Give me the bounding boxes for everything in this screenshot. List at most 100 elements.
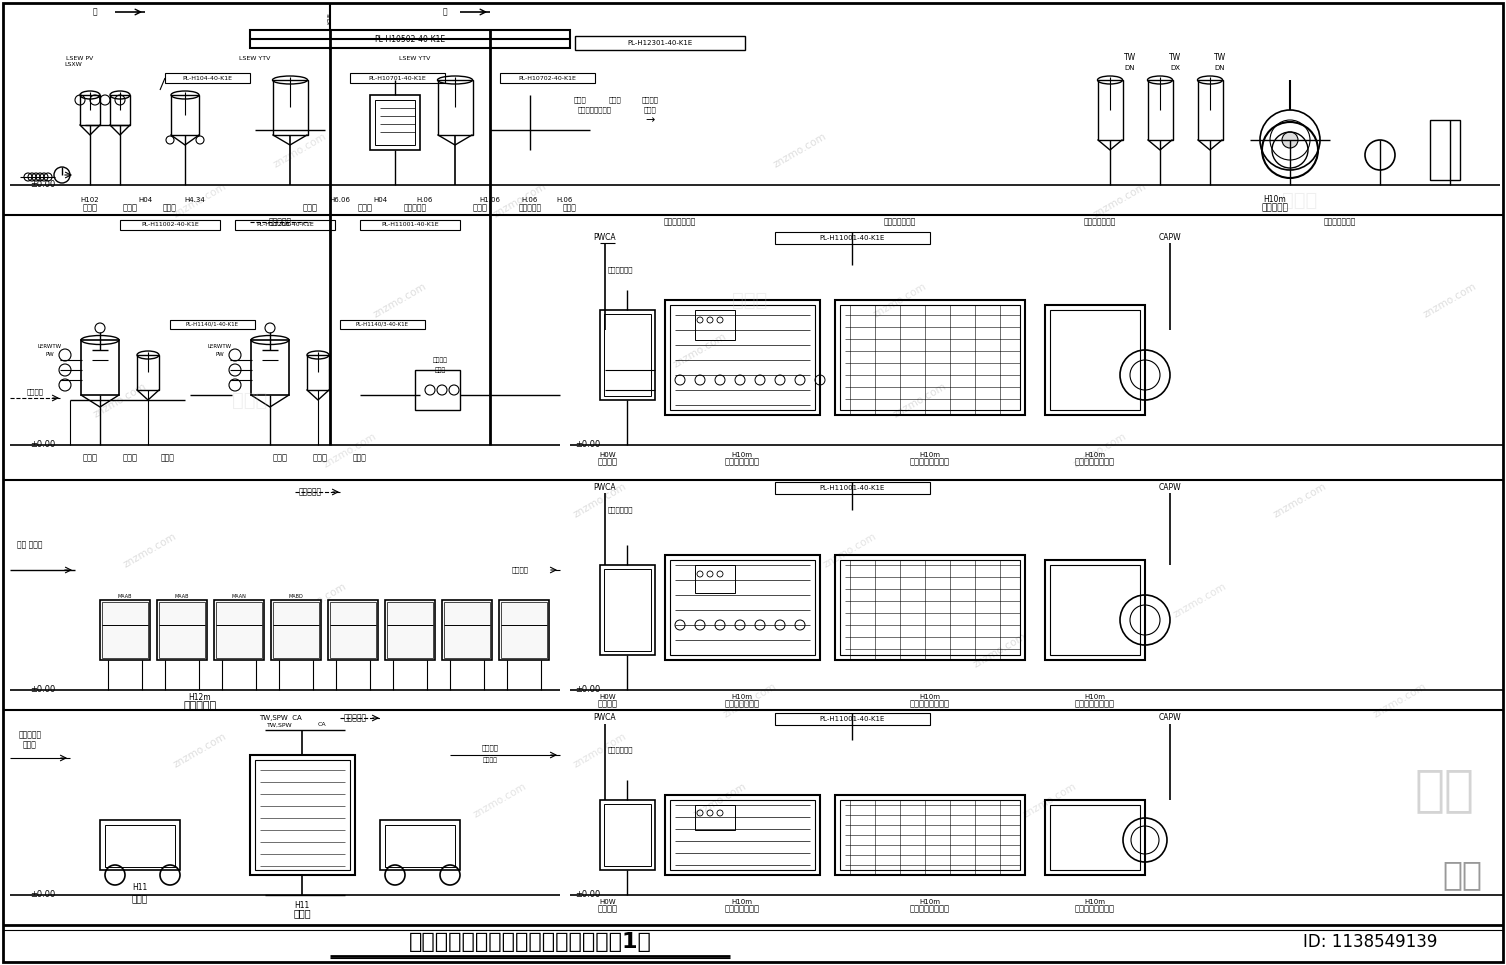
Text: 知末网: 知末网	[232, 391, 268, 409]
Bar	[137, 355, 160, 390]
Text: CA: CA	[318, 723, 327, 728]
Bar	[375, 100, 416, 145]
Text: znzmo.com: znzmo.com	[672, 331, 729, 370]
Text: LSEW PV: LSEW PV	[66, 56, 93, 61]
Text: 灭菌器: 灭菌器	[294, 908, 310, 918]
Text: CAPW: CAPW	[1158, 713, 1181, 723]
Text: H04: H04	[373, 197, 387, 203]
Bar	[386, 600, 435, 660]
Bar	[387, 602, 434, 658]
Text: H11: H11	[294, 900, 310, 909]
Text: 过滤器: 过滤器	[352, 454, 367, 462]
Text: 立式超声波洗瓶机: 立式超声波洗瓶机	[1075, 457, 1114, 466]
Text: 知末: 知末	[1416, 766, 1474, 814]
Text: PL-H10502-40-K1E: PL-H10502-40-K1E	[375, 35, 446, 43]
Bar	[81, 340, 119, 395]
Text: ±0.00: ±0.00	[30, 180, 56, 189]
Text: TW,SPW: TW,SPW	[267, 723, 292, 728]
Bar	[271, 600, 321, 660]
Bar	[1045, 560, 1145, 660]
Text: 制液区一: 制液区一	[512, 566, 529, 573]
Text: PWCA: PWCA	[593, 482, 616, 491]
Text: DN: DN	[1215, 65, 1226, 71]
Bar	[102, 602, 148, 658]
Text: 制液车间一: 制液车间一	[298, 487, 322, 497]
Text: znzmo.com: znzmo.com	[771, 131, 828, 169]
Bar	[99, 600, 151, 660]
Text: 药液制备车间四: 药液制备车间四	[1324, 217, 1357, 227]
Text: 蒸发器？: 蒸发器？	[642, 96, 658, 103]
Text: znzmo.com: znzmo.com	[372, 281, 428, 319]
Text: ID: 1138549139: ID: 1138549139	[1303, 933, 1437, 951]
Text: LERWTW: LERWTW	[38, 345, 62, 349]
Text: H10m: H10m	[1264, 196, 1286, 205]
Text: 部配配液: 部配配液	[432, 357, 447, 363]
Text: H10m: H10m	[732, 452, 753, 458]
Text: MAAB: MAAB	[117, 593, 133, 598]
Text: 药液箱过滤: 药液箱过滤	[518, 204, 542, 212]
Text: TW,SPW  CA: TW,SPW CA	[259, 715, 301, 721]
Bar	[834, 555, 1026, 660]
Text: znzmo.com: znzmo.com	[271, 131, 328, 169]
Bar	[670, 800, 815, 870]
Text: 灭菌器: 灭菌器	[133, 896, 148, 904]
Bar	[694, 805, 735, 830]
Bar	[170, 320, 255, 329]
Text: 药液制备车间二: 药液制备车间二	[884, 217, 916, 227]
Bar	[666, 300, 819, 415]
Text: znzmo.com: znzmo.com	[721, 680, 779, 719]
Text: ±0.00: ±0.00	[575, 890, 601, 899]
Bar	[670, 305, 815, 410]
Text: 冲洗装置: 冲洗装置	[598, 904, 617, 914]
Bar	[776, 713, 931, 725]
Text: znzmo.com: znzmo.com	[1072, 430, 1128, 469]
Text: H10m: H10m	[1084, 452, 1105, 458]
Text: 知末: 知末	[1443, 859, 1482, 892]
Text: 高温灭菌隧道烘箱: 高温灭菌隧道烘箱	[910, 457, 950, 466]
Bar	[328, 600, 378, 660]
Bar	[1148, 80, 1173, 140]
Text: znzmo.com: znzmo.com	[1021, 781, 1078, 819]
Text: PL-H12301-40-K1E: PL-H12301-40-K1E	[628, 40, 693, 46]
Bar	[834, 300, 1026, 415]
Text: PW: PW	[215, 352, 224, 357]
Bar	[438, 80, 473, 135]
Text: H10m: H10m	[1084, 694, 1105, 700]
Text: H102: H102	[81, 197, 99, 203]
Text: 制液区一: 制液区一	[27, 389, 44, 396]
Bar	[172, 95, 199, 135]
Text: H.06: H.06	[557, 197, 574, 203]
Text: H.06: H.06	[417, 197, 434, 203]
Bar	[105, 825, 175, 867]
Bar	[1197, 80, 1223, 140]
Text: PL-H10702-40-K1E: PL-H10702-40-K1E	[518, 75, 577, 80]
Bar	[273, 602, 319, 658]
Text: ±0.00: ±0.00	[30, 440, 56, 449]
Text: 药液制备车间三: 药液制备车间三	[1084, 217, 1116, 227]
Text: 配液罐: 配液罐	[83, 454, 98, 462]
Text: PL-H104-40-K1E: PL-H104-40-K1E	[182, 75, 232, 80]
Bar	[694, 565, 735, 593]
Bar	[1045, 305, 1145, 415]
Bar	[250, 755, 355, 875]
Text: TW: TW	[1123, 53, 1136, 63]
Text: ±0.00: ±0.00	[30, 685, 56, 694]
Text: PWCA: PWCA	[593, 713, 616, 723]
Text: H4.34: H4.34	[185, 197, 205, 203]
Text: znzmo.com: znzmo.com	[1271, 481, 1328, 519]
Bar	[776, 232, 931, 244]
Bar	[166, 73, 250, 83]
Text: ±0.00: ±0.00	[575, 685, 601, 694]
Text: PL-H1140/3-40-K1E: PL-H1140/3-40-K1E	[355, 322, 410, 327]
Text: 浓配罐: 浓配罐	[473, 204, 488, 212]
Text: CAPW: CAPW	[1158, 233, 1181, 241]
Text: PL-H11001-40-K1E: PL-H11001-40-K1E	[819, 485, 886, 491]
Bar	[160, 602, 205, 658]
Text: 过滤压送机: 过滤压送机	[404, 204, 426, 212]
Text: 浓配罐: 浓配罐	[303, 204, 318, 212]
Text: K1E: K1E	[327, 13, 333, 24]
Text: znzmo.com: znzmo.com	[1172, 581, 1229, 620]
Bar	[80, 95, 99, 125]
Text: ±0.00: ±0.00	[575, 440, 601, 449]
Text: 液体灌装轧盖机: 液体灌装轧盖机	[724, 904, 759, 914]
